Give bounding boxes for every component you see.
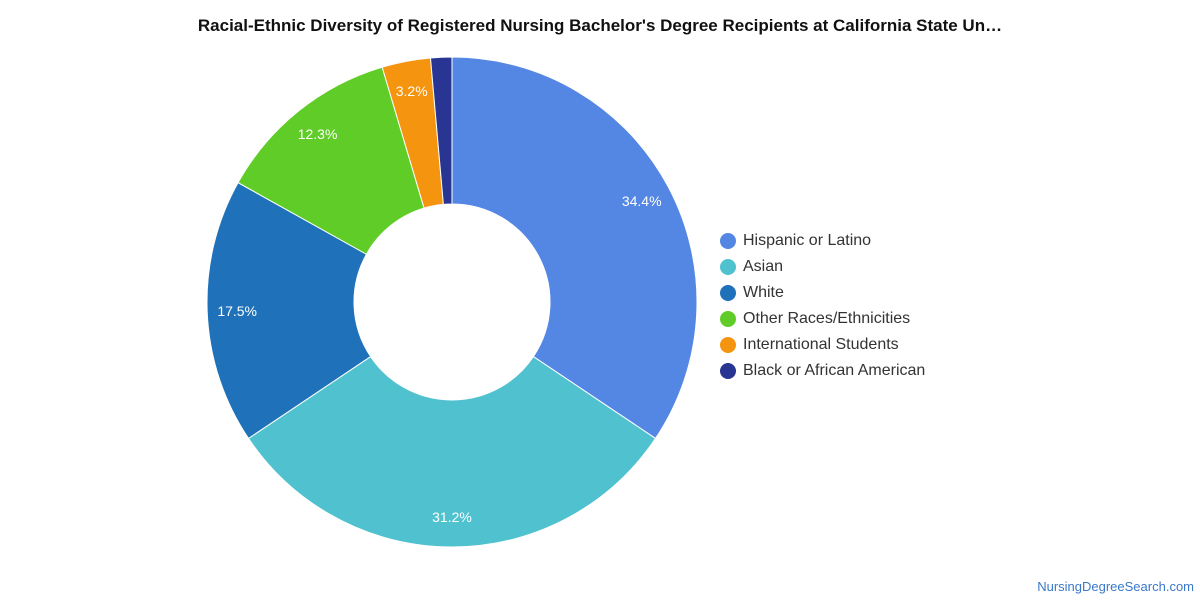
- legend-item[interactable]: Hispanic or Latino: [720, 228, 925, 254]
- legend-label: Asian: [743, 258, 784, 275]
- slice-label: 3.2%: [396, 83, 428, 99]
- legend-label: International Students: [743, 336, 899, 353]
- chart-title: Racial-Ethnic Diversity of Registered Nu…: [197, 16, 1003, 35]
- slice-label: 17.5%: [217, 303, 257, 319]
- legend-swatch: [720, 285, 736, 301]
- legend-item[interactable]: Black or African American: [720, 358, 925, 384]
- source-link[interactable]: NursingDegreeSearch.com: [1037, 579, 1194, 594]
- slice-label: 34.4%: [622, 193, 662, 209]
- legend-swatch: [720, 259, 736, 275]
- slice-asian[interactable]: [247, 355, 657, 548]
- legend-label: White: [743, 284, 784, 301]
- legend-swatch: [720, 337, 736, 353]
- slice-label: 31.2%: [432, 509, 472, 525]
- legend-item[interactable]: International Students: [720, 332, 925, 358]
- slice-label: 12.3%: [298, 126, 338, 142]
- legend-swatch: [720, 311, 736, 327]
- legend-swatch: [720, 363, 736, 379]
- legend-item[interactable]: Other Races/Ethnicities: [720, 306, 925, 332]
- slice-white[interactable]: [206, 181, 372, 440]
- legend-label: Hispanic or Latino: [743, 232, 872, 249]
- legend-label: Other Races/Ethnicities: [743, 310, 911, 327]
- slice-other-races-ethnicities[interactable]: [237, 66, 425, 255]
- chart-legend: Hispanic or Latino Asian White Other Races/…: [720, 228, 925, 384]
- legend-label: Black or African American: [743, 362, 926, 379]
- legend-item[interactable]: White: [720, 280, 925, 306]
- legend-swatch: [720, 233, 736, 249]
- slice-hispanic-or-latino[interactable]: [451, 56, 698, 440]
- legend-item[interactable]: Asian: [720, 254, 925, 280]
- slice-black-or-african-american[interactable]: [429, 56, 453, 205]
